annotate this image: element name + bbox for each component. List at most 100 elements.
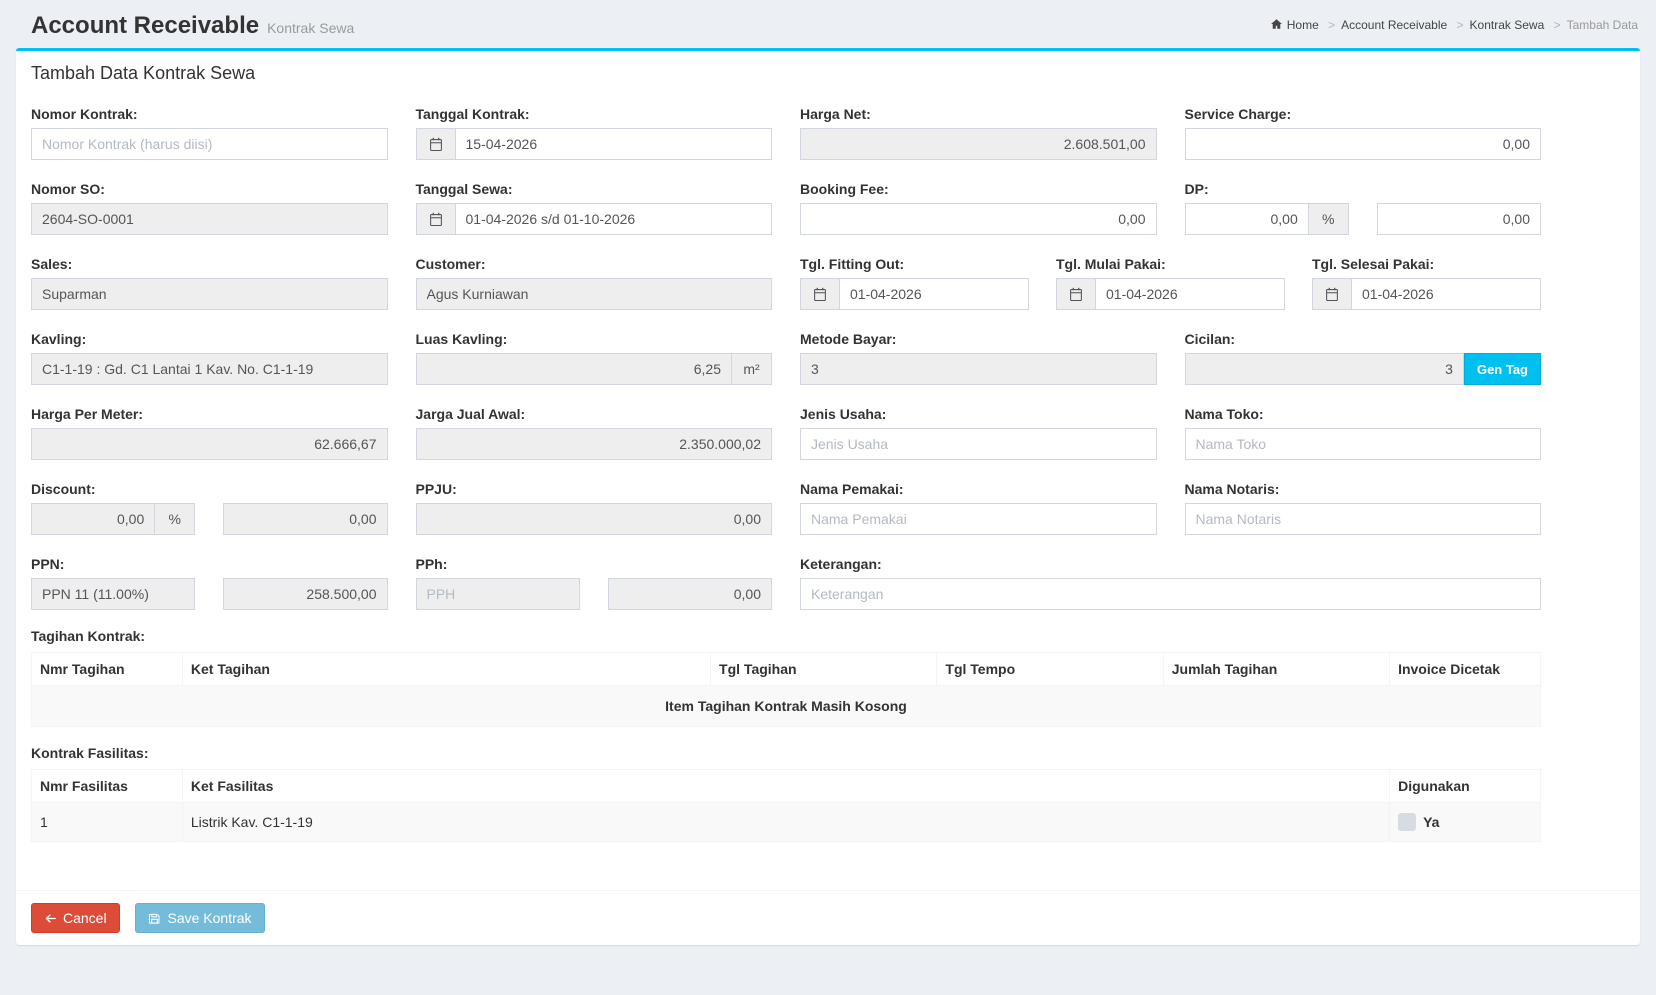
nama-pemakai-input[interactable] — [800, 503, 1157, 535]
ppju-input — [415, 503, 772, 535]
dp-label: DP: — [1184, 181, 1209, 197]
breadcrumb: Home Account Receivable Kontrak Sewa Tam… — [1270, 18, 1638, 32]
jarga-jual-awal-input — [415, 428, 772, 460]
harga-per-meter-label: Harga Per Meter: — [31, 406, 144, 422]
customer-label: Customer: — [415, 256, 486, 272]
tagihan-empty-message: Item Tagihan Kontrak Masih Kosong — [31, 685, 1541, 727]
discount-percent-input — [31, 503, 156, 535]
col-jumlah-tagihan: Jumlah Tagihan — [1162, 652, 1391, 686]
panel-tambah-data: Tambah Data Kontrak Sewa Nomor Kontrak: … — [16, 48, 1640, 946]
digunakan-checkbox[interactable] — [1398, 813, 1417, 832]
col-tgl-tagihan: Tgl Tagihan — [710, 652, 938, 686]
cicilan-label: Cicilan: — [1184, 331, 1236, 347]
ppn-type-input — [31, 578, 196, 610]
calendar-icon — [1056, 278, 1096, 310]
breadcrumb-home[interactable]: Home — [1270, 18, 1319, 32]
breadcrumb-current: Tambah Data — [1548, 18, 1638, 32]
tagihan-kontrak-table: Nmr Tagihan Ket Tagihan Tgl Tagihan Tgl … — [31, 652, 1541, 727]
col-digunakan: Digunakan — [1389, 769, 1541, 803]
kontrak-fasilitas-label: Kontrak Fasilitas: — [31, 745, 149, 761]
luas-kavling-input — [415, 353, 732, 385]
tanggal-kontrak-label: Tanggal Kontrak: — [415, 106, 530, 122]
tanggal-kontrak-input[interactable] — [455, 128, 772, 160]
tgl-fitting-out-label: Tgl. Fitting Out: — [800, 256, 905, 272]
jenis-usaha-input[interactable] — [800, 428, 1157, 460]
metode-bayar-input — [800, 353, 1157, 385]
harga-net-label: Harga Net: — [800, 106, 871, 122]
fasilitas-ket: Listrik Kav. C1-1-19 — [181, 801, 1391, 843]
nomor-kontrak-input[interactable] — [31, 128, 388, 160]
customer-input — [415, 278, 772, 310]
col-nmr-tagihan: Nmr Tagihan — [31, 652, 183, 686]
col-invoice-dicetak: Invoice Dicetak — [1389, 652, 1541, 686]
booking-fee-label: Booking Fee: — [800, 181, 889, 197]
panel-title: Tambah Data Kontrak Sewa — [31, 63, 256, 83]
dp-amount-input[interactable] — [1376, 203, 1541, 235]
metode-bayar-label: Metode Bayar: — [800, 331, 897, 347]
col-nmr-fasilitas: Nmr Fasilitas — [31, 769, 183, 803]
harga-per-meter-input — [31, 428, 388, 460]
nomor-so-input — [31, 203, 388, 235]
page-subtitle: Kontrak Sewa — [267, 20, 355, 36]
tagihan-kontrak-label: Tagihan Kontrak: — [31, 628, 146, 644]
page-title: Account Receivable — [31, 12, 260, 39]
jenis-usaha-label: Jenis Usaha: — [800, 406, 887, 422]
gen-tag-button[interactable]: Gen Tag — [1463, 353, 1541, 385]
nomor-so-label: Nomor SO: — [31, 181, 105, 197]
nama-toko-input[interactable] — [1184, 428, 1541, 460]
sales-input — [31, 278, 388, 310]
kavling-input — [31, 353, 388, 385]
col-ket-fasilitas: Ket Fasilitas — [181, 769, 1391, 803]
col-ket-tagihan: Ket Tagihan — [181, 652, 712, 686]
ppju-label: PPJU: — [415, 481, 457, 497]
tgl-mulai-pakai-label: Tgl. Mulai Pakai: — [1056, 256, 1166, 272]
arrow-left-icon — [45, 914, 57, 923]
nomor-kontrak-label: Nomor Kontrak: — [31, 106, 138, 122]
ppn-amount-input — [223, 578, 388, 610]
nama-pemakai-label: Nama Pemakai: — [800, 481, 904, 497]
tgl-selesai-pakai-label: Tgl. Selesai Pakai: — [1312, 256, 1435, 272]
save-button[interactable]: Save Kontrak — [135, 903, 265, 934]
harga-net-input — [800, 128, 1157, 160]
kontrak-fasilitas-table: Nmr Fasilitas Ket Fasilitas Digunakan 1 … — [31, 769, 1541, 843]
breadcrumb-account-receivable[interactable]: Account Receivable — [1322, 18, 1447, 32]
save-icon — [149, 913, 160, 924]
pph-label: PPh: — [415, 556, 448, 572]
luas-kavling-label: Luas Kavling: — [415, 331, 508, 347]
cicilan-input — [1184, 353, 1464, 385]
kavling-label: Kavling: — [31, 331, 87, 347]
calendar-icon — [1312, 278, 1352, 310]
percent-addon: % — [155, 503, 196, 535]
booking-fee-input[interactable] — [800, 203, 1157, 235]
service-charge-label: Service Charge: — [1184, 106, 1292, 122]
service-charge-input[interactable] — [1184, 128, 1541, 160]
tgl-fitting-out-input[interactable] — [840, 278, 1029, 310]
calendar-icon — [415, 128, 456, 160]
calendar-icon — [415, 203, 456, 235]
home-icon — [1270, 18, 1287, 32]
tgl-mulai-pakai-input[interactable] — [1096, 278, 1285, 310]
breadcrumb-kontrak-sewa[interactable]: Kontrak Sewa — [1451, 18, 1545, 32]
calendar-icon — [800, 278, 840, 310]
keterangan-input[interactable] — [800, 578, 1541, 610]
ppn-label: PPN: — [31, 556, 65, 572]
tagihan-empty-row: Item Tagihan Kontrak Masih Kosong — [31, 685, 1541, 727]
percent-addon: % — [1308, 203, 1349, 235]
jarga-jual-awal-label: Jarga Jual Awal: — [415, 406, 526, 422]
discount-amount-input — [223, 503, 388, 535]
tgl-selesai-pakai-input[interactable] — [1352, 278, 1541, 310]
pph-type-input — [415, 578, 580, 610]
nama-notaris-input[interactable] — [1184, 503, 1541, 535]
dp-percent-input[interactable] — [1184, 203, 1309, 235]
col-tgl-tempo: Tgl Tempo — [936, 652, 1164, 686]
content-header: Account Receivable Kontrak Sewa Home Acco… — [0, 0, 1656, 48]
digunakan-label: Ya — [1423, 814, 1440, 831]
tanggal-sewa-input[interactable] — [455, 203, 772, 235]
fasilitas-row: 1 Listrik Kav. C1-1-19 Ya — [31, 801, 1541, 843]
cancel-button[interactable]: Cancel — [31, 903, 120, 934]
sales-label: Sales: — [31, 256, 73, 272]
m2-addon: m² — [732, 353, 772, 385]
nama-notaris-label: Nama Notaris: — [1184, 481, 1280, 497]
fasilitas-nmr: 1 — [31, 801, 183, 843]
tanggal-sewa-label: Tanggal Sewa: — [415, 181, 513, 197]
